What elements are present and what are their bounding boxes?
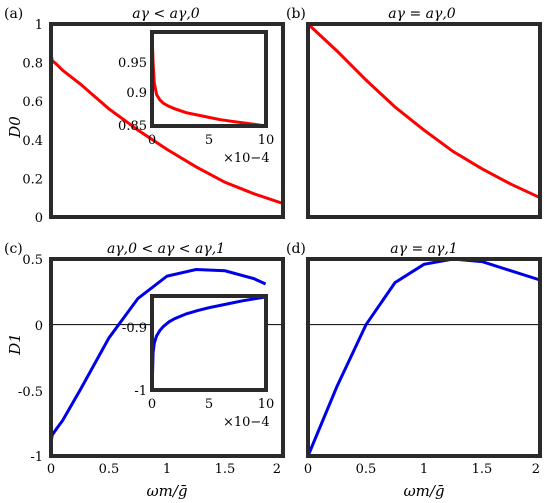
- panel-b: (b) aγ = aγ,0: [286, 6, 542, 219]
- ytick-label: 1: [35, 18, 43, 33]
- inset-ytick-label: -0.9: [122, 321, 147, 336]
- xtick-label: 1: [420, 462, 428, 477]
- panel-a: (a) aγ < aγ,0 D0 0 0.2 0.4 0.6 0.8 1 0.9…: [4, 6, 285, 226]
- panel-d-xtick-labels: 0 0.5 1 1.5 2: [304, 462, 540, 477]
- inset-a-multiplier: ×10−4: [223, 151, 270, 166]
- ytick-label: 0.8: [22, 57, 43, 72]
- ytick-label: 0.6: [22, 95, 43, 110]
- xtick-label: 0: [47, 462, 55, 477]
- panel-d-title: aγ = aγ,1: [390, 241, 457, 257]
- panel-label-a: (a): [4, 6, 23, 22]
- xtick-label: 0: [304, 462, 312, 477]
- panel-b-frame: [306, 22, 542, 219]
- panel-d-xlabel: ωm/ḡ: [403, 482, 444, 500]
- panel-c-xlabel: ωm/ḡ: [146, 482, 187, 500]
- xtick-label: 1.5: [472, 462, 493, 477]
- xtick-label: 0.5: [356, 462, 377, 477]
- ytick-label: 0: [35, 211, 43, 226]
- inset-a-series-line: [150, 31, 267, 128]
- inset-a-ytick-labels: 0.95 0.9 0.85: [118, 56, 147, 134]
- inset-xtick-label: 0: [148, 397, 156, 412]
- panel-c-xtick-labels: 0 0.5 1 1.5 2: [47, 462, 281, 477]
- inset-c-background: [152, 296, 266, 390]
- panel-c-title: aγ,0 < aγ < aγ,1: [107, 241, 225, 257]
- inset-ytick-label: 0.85: [118, 119, 147, 134]
- ytick-label: 0.5: [22, 253, 43, 268]
- inset-a-background: [152, 32, 266, 126]
- xtick-label: 0.5: [99, 462, 120, 477]
- xtick-label: 1: [163, 462, 171, 477]
- inset-ytick-label: 0.95: [118, 56, 147, 71]
- inset-ytick-label: -1: [134, 384, 147, 399]
- inset-c-multiplier: ×10−4: [223, 415, 270, 430]
- panel-d-frame: [306, 257, 542, 458]
- inset-c-xtick-labels: 0 5 10: [148, 397, 274, 412]
- inset-c-frame: [150, 294, 268, 392]
- panel-c-ylabel: D1: [6, 333, 24, 356]
- inset-xtick-label: 10: [258, 397, 275, 412]
- panel-c-ytick-labels: 0.5 0 -0.5 -1: [18, 253, 43, 465]
- ytick-label: 0: [35, 319, 43, 334]
- ytick-label: 0.4: [22, 134, 43, 149]
- panel-b-series-line: [306, 22, 541, 200]
- inset-ytick-label: 0.9: [126, 86, 147, 101]
- ytick-label: -0.5: [18, 385, 43, 400]
- inset-a-xtick-labels: 0 5 10: [148, 133, 274, 148]
- xtick-label: 2: [273, 462, 281, 477]
- inset-xtick-label: 5: [205, 133, 213, 148]
- inset-xtick-label: 0: [148, 133, 156, 148]
- panel-label-c: (c): [4, 241, 23, 257]
- panel-a-ylabel: D0: [6, 116, 24, 139]
- panel-a-frame: [49, 22, 285, 219]
- ytick-label: 0.2: [22, 172, 43, 187]
- xtick-label: 1.5: [215, 462, 236, 477]
- inset-a-frame: [150, 30, 268, 128]
- panel-a-ytick-labels: 0 0.2 0.4 0.6 0.8 1: [22, 18, 43, 226]
- panel-label-b: (b): [286, 6, 306, 22]
- xtick-label: 2: [532, 462, 540, 477]
- panel-b-title: aγ = aγ,0: [388, 6, 456, 22]
- inset-xtick-label: 10: [258, 133, 275, 148]
- inset-xtick-label: 5: [205, 397, 213, 412]
- panel-d: (d) aγ = aγ,1 0 0.5 1 1.5 2 ωm/ḡ: [286, 241, 542, 500]
- panel-a-title: aγ < aγ,0: [132, 6, 200, 22]
- panel-c: (c) aγ,0 < aγ < aγ,1 D1 0.5 0 -0.5 -1 0 …: [4, 241, 285, 500]
- inset-c-ytick-labels: -0.9 -1: [122, 321, 147, 399]
- panel-c-frame: [49, 257, 285, 458]
- ytick-label: -1: [30, 450, 43, 465]
- panel-d-series-line: [306, 257, 541, 457]
- panel-label-d: (d): [286, 241, 306, 257]
